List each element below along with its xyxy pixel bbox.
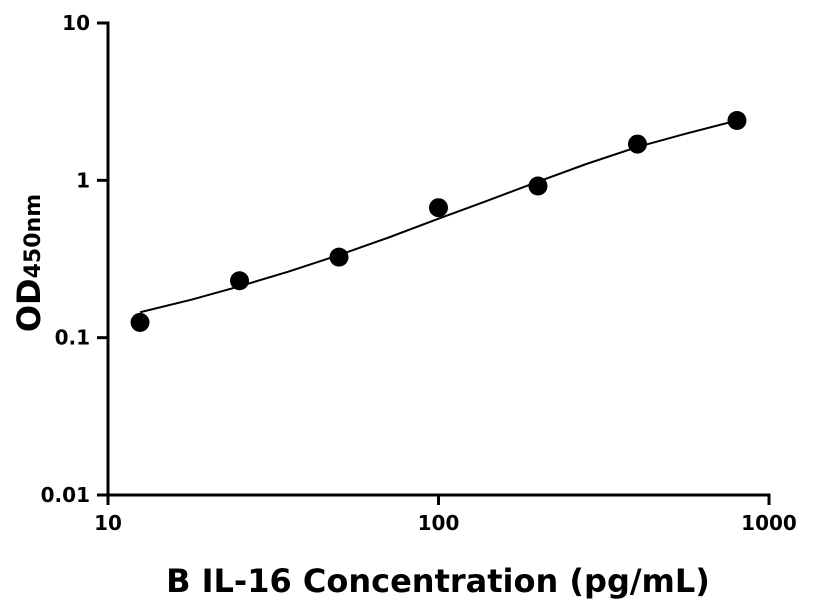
y-tick-label: 1 <box>76 168 90 192</box>
y-tick-label: 0.01 <box>41 483 90 507</box>
x-axis: 10 100 1000 <box>94 493 797 535</box>
data-point <box>429 198 448 218</box>
data-point <box>727 111 747 131</box>
y-axis-title-main: OD <box>10 278 48 332</box>
x-tick-label: 1000 <box>741 511 797 535</box>
data-point <box>230 271 250 291</box>
data-point <box>528 176 548 196</box>
y-axis-title: OD450nm <box>10 194 48 332</box>
y-axis-title-subscript: 450nm <box>21 194 46 279</box>
data-point <box>329 247 349 267</box>
y-tick-label: 0.1 <box>55 326 90 350</box>
y-axis: 0.01 0.1 1 10 <box>41 11 110 507</box>
data-point <box>627 134 647 154</box>
x-axis-title: B IL-16 Concentration (pg/mL) <box>166 562 710 600</box>
x-tick-label: 10 <box>94 511 122 535</box>
y-tick-label: 10 <box>62 11 90 35</box>
plot-area <box>130 111 747 332</box>
data-point <box>130 312 150 332</box>
x-tick-label: 100 <box>418 511 460 535</box>
